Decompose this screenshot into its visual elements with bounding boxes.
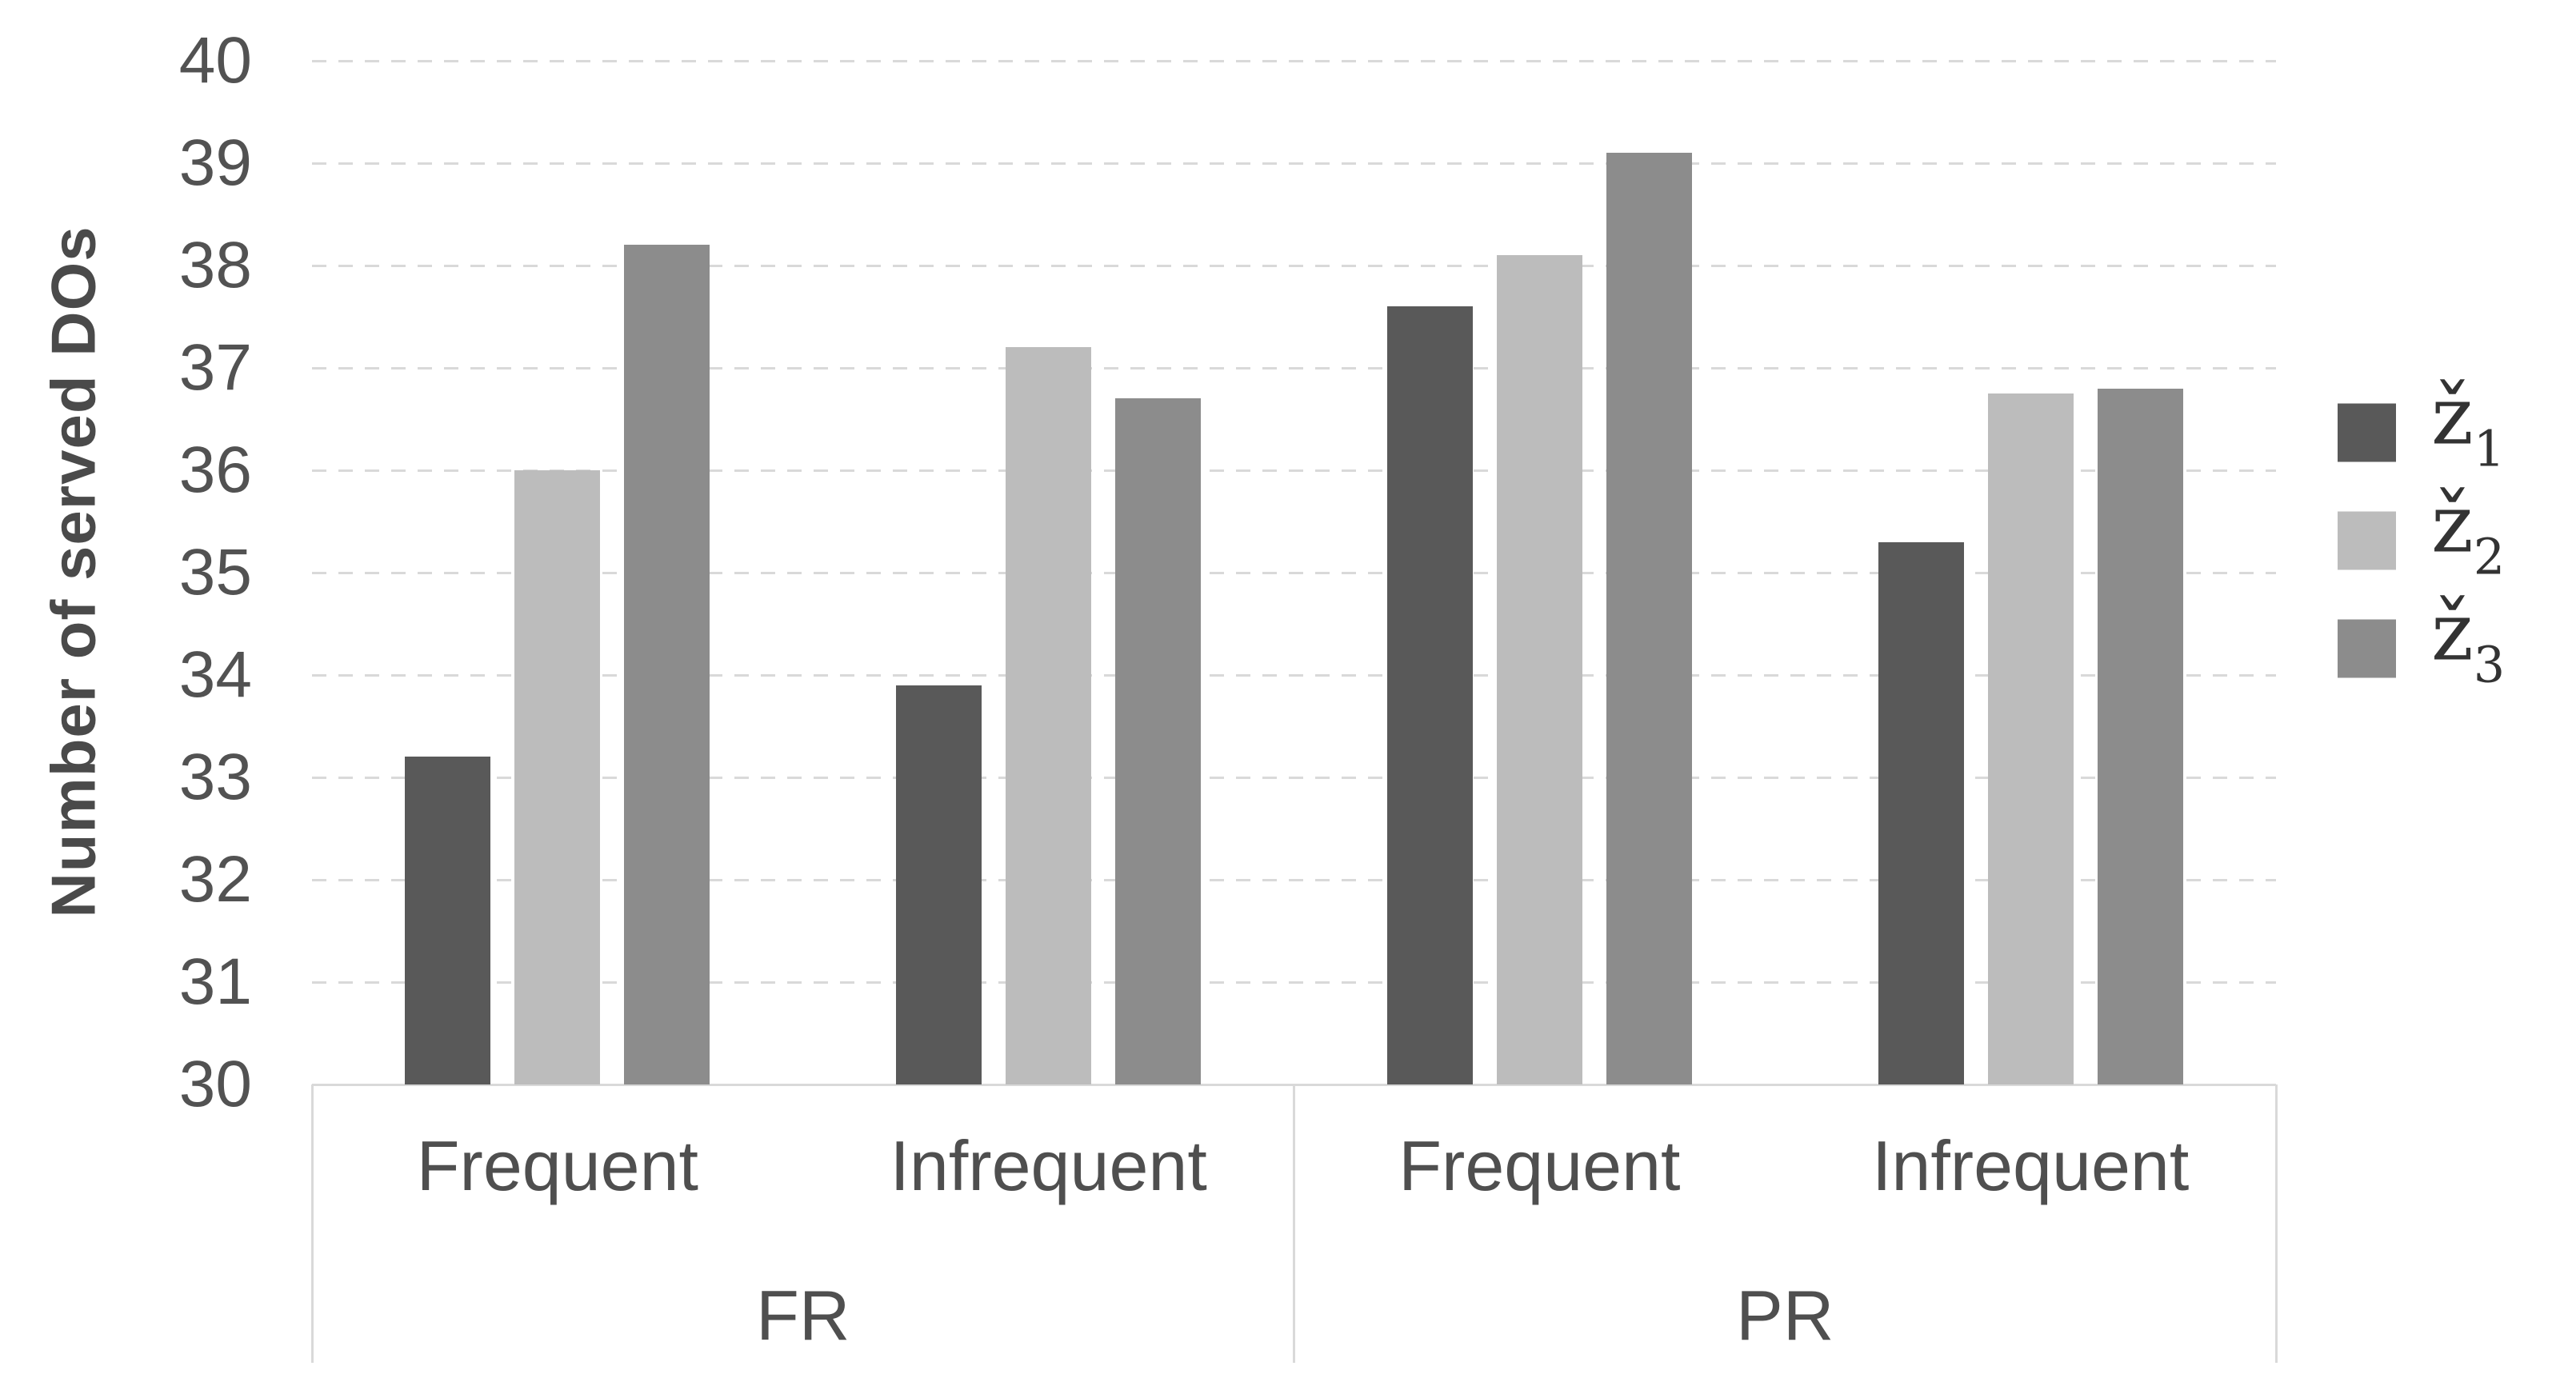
gridline-37: [312, 366, 2276, 369]
bar-ž1-cat4: [1878, 541, 1964, 1084]
y-tick-label-37: 37: [178, 331, 252, 404]
y-tick-label-39: 39: [178, 126, 252, 199]
y-tick-label-31: 31: [178, 945, 252, 1018]
bar-ž3-cat1: [624, 245, 710, 1084]
y-tick-label-38: 38: [178, 229, 252, 302]
group-label-pr: PR: [1736, 1276, 1834, 1355]
gridline-34: [312, 673, 2276, 677]
gridline-36: [312, 469, 2276, 472]
category-box-divider: [1293, 1084, 1295, 1363]
gridline-35: [312, 571, 2276, 574]
category-label-pr-infrequent: Infrequent: [1871, 1126, 2190, 1205]
y-tick-label-40: 40: [178, 24, 252, 97]
bar-ž2-cat2: [1006, 347, 1092, 1084]
category-box-right: [2274, 1084, 2278, 1363]
bar-ž2-cat1: [514, 470, 601, 1084]
bar-ž1-cat1: [405, 757, 491, 1084]
y-tick-label-36: 36: [178, 433, 252, 506]
y-tick-label-34: 34: [178, 638, 252, 711]
legend-item-ž3: ž3: [2338, 585, 2506, 705]
bar-ž1-cat2: [896, 685, 982, 1084]
bar-ž3-cat2: [1115, 398, 1202, 1084]
y-tick-label-30: 30: [178, 1048, 252, 1120]
legend-label-ž3: ž3: [2431, 585, 2506, 694]
legend-label-ž1: ž1: [2431, 369, 2506, 478]
gridline-40: [312, 59, 2276, 62]
bar-ž1-cat3: [1386, 306, 1473, 1084]
legend-swatch-ž1: [2338, 403, 2396, 462]
bar-ž2-cat4: [1987, 393, 2074, 1084]
legend-item-ž1: ž1: [2338, 369, 2506, 489]
bar-ž3-cat4: [2097, 388, 2183, 1084]
category-label-fr-infrequent: Infrequent: [890, 1126, 1207, 1205]
y-tick-label-35: 35: [178, 536, 252, 609]
legend-swatch-ž2: [2338, 511, 2396, 570]
gridline-33: [312, 776, 2276, 779]
category-label-pr-frequent: Frequent: [1398, 1126, 1681, 1205]
legend-item-ž2: ž2: [2338, 477, 2506, 597]
y-tick-label-33: 33: [178, 741, 252, 813]
gridline-39: [312, 162, 2276, 165]
gridline-32: [312, 878, 2276, 881]
category-box-left: [310, 1084, 314, 1363]
bar-ž2-cat3: [1496, 255, 1582, 1084]
legend-swatch-ž3: [2338, 619, 2396, 678]
y-tick-label-32: 32: [178, 843, 252, 916]
bar-ž3-cat3: [1606, 153, 1692, 1084]
gridline-38: [312, 264, 2276, 267]
category-label-fr-frequent: Frequent: [416, 1126, 698, 1205]
group-label-fr: FR: [756, 1276, 850, 1355]
legend-label-ž2: ž2: [2431, 477, 2506, 586]
gridline-31: [312, 981, 2276, 984]
